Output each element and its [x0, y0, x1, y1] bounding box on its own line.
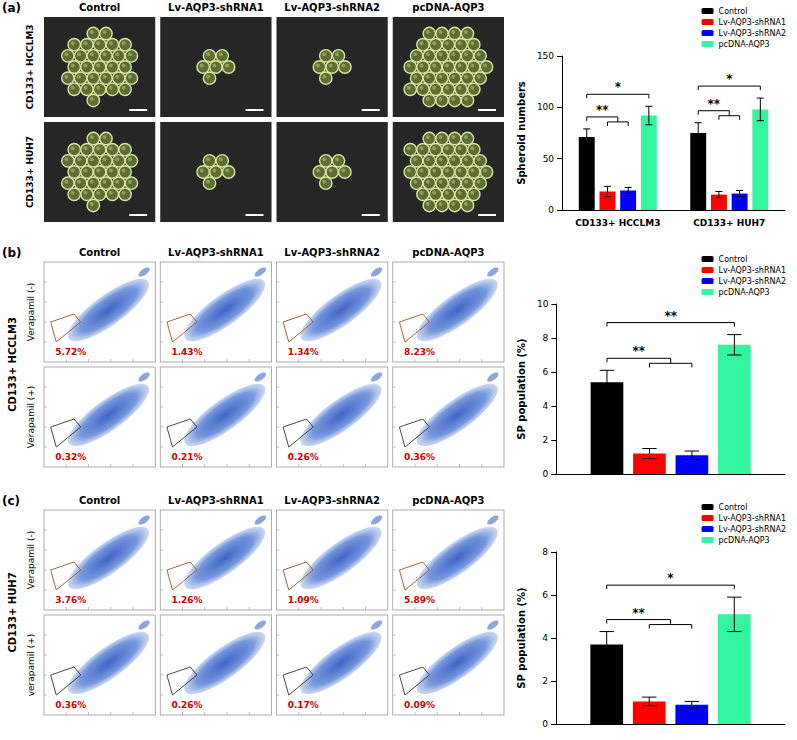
svg-text:1.34%: 1.34%: [288, 347, 319, 357]
svg-text:0: 0: [543, 469, 549, 479]
svg-text:**: **: [633, 344, 646, 358]
svg-text:0.17%: 0.17%: [288, 700, 319, 710]
svg-text:Verapamil (-): Verapamil (-): [26, 531, 36, 589]
svg-text:Lv-AQP3-shRNA1: Lv-AQP3-shRNA1: [168, 2, 264, 13]
svg-text:6: 6: [543, 367, 549, 377]
svg-text:3.76%: 3.76%: [55, 595, 86, 605]
svg-text:**: **: [632, 606, 645, 620]
svg-text:Control: Control: [79, 2, 120, 13]
svg-text:8: 8: [543, 333, 549, 343]
svg-text:(b): (b): [2, 246, 22, 260]
svg-text:Lv-AQP3-shRNA1: Lv-AQP3-shRNA1: [719, 514, 786, 523]
svg-text:Lv-AQP3-shRNA1: Lv-AQP3-shRNA1: [719, 18, 786, 27]
svg-text:100: 100: [537, 102, 554, 112]
svg-text:Lv-AQP3-shRNA2: Lv-AQP3-shRNA2: [719, 29, 786, 38]
svg-text:*: *: [667, 571, 674, 585]
svg-text:pcDNA-AQP3: pcDNA-AQP3: [719, 40, 770, 49]
svg-text:8.23%: 8.23%: [404, 347, 435, 357]
svg-text:*: *: [726, 72, 733, 86]
svg-text:CD133+ HCCLM3: CD133+ HCCLM3: [7, 317, 18, 412]
svg-text:CD133+ HUH7: CD133+ HUH7: [25, 136, 35, 208]
svg-text:Lv-AQP3-shRNA1: Lv-AQP3-shRNA1: [168, 495, 264, 506]
svg-text:(c): (c): [2, 494, 20, 508]
svg-text:pcDNA-AQP3: pcDNA-AQP3: [412, 2, 484, 13]
svg-text:*: *: [615, 80, 622, 94]
svg-text:Lv-AQP3-shRNA2: Lv-AQP3-shRNA2: [719, 525, 786, 534]
svg-text:Control: Control: [79, 247, 120, 258]
svg-text:Lv-AQP3-shRNA2: Lv-AQP3-shRNA2: [284, 495, 380, 506]
svg-text:2: 2: [543, 435, 549, 445]
svg-text:Lv-AQP3-shRNA1: Lv-AQP3-shRNA1: [719, 266, 786, 275]
svg-text:0.21%: 0.21%: [171, 452, 202, 462]
svg-text:CD133+ HUH7: CD133+ HUH7: [7, 572, 18, 652]
svg-text:5.72%: 5.72%: [55, 347, 86, 357]
svg-text:Control: Control: [719, 7, 748, 16]
svg-text:**: **: [707, 97, 720, 111]
svg-text:0: 0: [548, 205, 554, 215]
svg-text:2: 2: [542, 676, 548, 686]
svg-text:Control: Control: [79, 495, 120, 506]
svg-text:CD133+ HCCLM3: CD133+ HCCLM3: [25, 24, 35, 109]
svg-text:Lv-AQP3-shRNA2: Lv-AQP3-shRNA2: [719, 277, 786, 286]
svg-text:Lv-AQP3-shRNA1: Lv-AQP3-shRNA1: [168, 247, 264, 258]
svg-text:8: 8: [542, 547, 548, 557]
svg-text:Lv-AQP3-shRNA2: Lv-AQP3-shRNA2: [284, 247, 380, 258]
svg-text:1.09%: 1.09%: [288, 595, 319, 605]
svg-text:1.26%: 1.26%: [171, 595, 202, 605]
svg-text:Control: Control: [719, 255, 748, 264]
svg-text:**: **: [664, 309, 677, 323]
svg-text:verapamil (+): verapamil (+): [26, 634, 36, 697]
svg-text:0.36%: 0.36%: [55, 700, 86, 710]
svg-text:pcDNA-AQP3: pcDNA-AQP3: [412, 247, 484, 258]
svg-text:4: 4: [543, 401, 549, 411]
svg-text:Control: Control: [719, 503, 748, 512]
svg-text:SP population (%): SP population (%): [516, 338, 527, 439]
svg-text:**: **: [596, 103, 609, 117]
svg-text:4: 4: [542, 633, 548, 643]
svg-text:Lv-AQP3-shRNA2: Lv-AQP3-shRNA2: [284, 2, 380, 13]
svg-text:0.26%: 0.26%: [171, 700, 202, 710]
svg-text:(a): (a): [2, 1, 21, 15]
svg-text:0: 0: [542, 719, 548, 729]
svg-text:pcDNA-AQP3: pcDNA-AQP3: [412, 495, 484, 506]
svg-text:10: 10: [537, 299, 549, 309]
svg-text:6: 6: [542, 590, 548, 600]
svg-text:Spheroid numbers: Spheroid numbers: [516, 81, 527, 185]
svg-text:0.32%: 0.32%: [55, 452, 86, 462]
svg-text:1.43%: 1.43%: [171, 347, 202, 357]
svg-text:0.26%: 0.26%: [288, 452, 319, 462]
svg-text:pcDNA-AQP3: pcDNA-AQP3: [719, 536, 770, 545]
svg-text:0.09%: 0.09%: [404, 700, 435, 710]
svg-text:CD133+ HCCLM3: CD133+ HCCLM3: [575, 218, 660, 228]
svg-text:SP population (%): SP population (%): [516, 587, 527, 688]
svg-text:pcDNA-AQP3: pcDNA-AQP3: [719, 288, 770, 297]
svg-text:150: 150: [537, 51, 554, 61]
svg-text:Verapamil (-): Verapamil (-): [26, 283, 36, 341]
svg-text:0.36%: 0.36%: [404, 452, 435, 462]
svg-text:Verapamil (+): Verapamil (+): [26, 386, 36, 449]
svg-text:CD133+ HUH7: CD133+ HUH7: [693, 218, 765, 228]
svg-text:5.89%: 5.89%: [404, 595, 435, 605]
svg-text:50: 50: [543, 154, 555, 164]
